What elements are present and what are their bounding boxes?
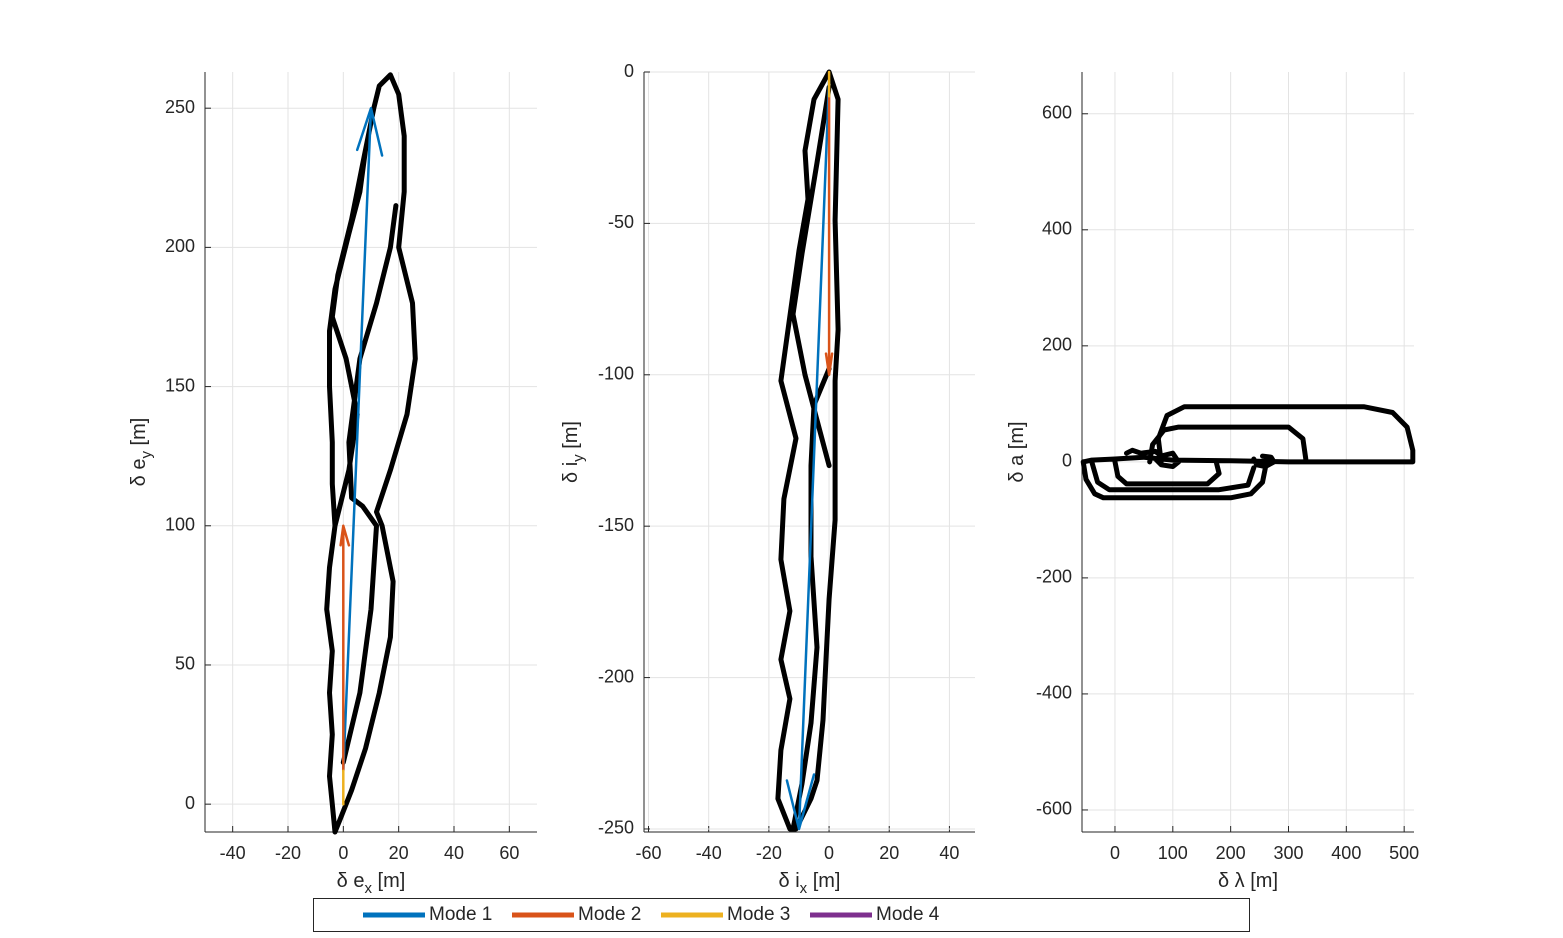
x-tick-label: 500 <box>1389 843 1419 863</box>
y-tick-label: -150 <box>598 515 634 535</box>
y-tick-label: 100 <box>165 515 195 535</box>
label-part: δ e <box>337 870 365 892</box>
y-axis-label: δ a [m] <box>1006 421 1028 482</box>
y-tick-label: 200 <box>165 236 195 256</box>
y-tick-label: 0 <box>185 793 195 813</box>
x-tick-label: 20 <box>879 843 899 863</box>
x-axis-label: δ ix [m] <box>779 870 841 897</box>
y-axis-label: δ iy [m] <box>560 421 587 483</box>
label-part: δ i <box>779 870 800 892</box>
x-tick-label: -40 <box>220 843 246 863</box>
y-tick-label: 0 <box>1062 451 1072 471</box>
label-part: [m] <box>372 870 405 892</box>
y-tick-label: 250 <box>165 97 195 117</box>
y-tick-label: -200 <box>1036 567 1072 587</box>
y-tick-label: 400 <box>1042 219 1072 239</box>
x-tick-label: -20 <box>756 843 782 863</box>
label-subscript: x <box>364 880 372 897</box>
x-axis-label: δ ex [m] <box>337 870 406 897</box>
y-tick-label: 150 <box>165 375 195 395</box>
y-tick-label: -200 <box>598 666 634 686</box>
x-tick-label: 200 <box>1216 843 1246 863</box>
y-tick-label: -100 <box>598 364 634 384</box>
label-part: [m] <box>560 421 582 454</box>
trajectory <box>339 524 351 773</box>
x-tick-label: 20 <box>389 843 409 863</box>
x-tick-label: 0 <box>1110 843 1120 863</box>
x-axis-label: δ λ [m] <box>1218 870 1278 892</box>
x-tick-label: 60 <box>499 843 519 863</box>
y-tick-label: -50 <box>608 212 634 232</box>
x-tick-label: 40 <box>939 843 959 863</box>
label-part: δ a [m] <box>1006 421 1028 482</box>
trajectory <box>324 72 418 835</box>
x-tick-label: 400 <box>1331 843 1361 863</box>
legend-label: Mode 2 <box>578 904 641 925</box>
y-tick-label: 50 <box>175 654 195 674</box>
trajectory <box>775 69 841 832</box>
legend-box <box>313 898 1250 932</box>
y-tick-label: 200 <box>1042 335 1072 355</box>
y-tick-label: -250 <box>598 818 634 838</box>
y-tick-label: 0 <box>624 61 634 81</box>
y-tick-label: -400 <box>1036 683 1072 703</box>
label-part: δ λ [m] <box>1218 870 1278 892</box>
y-axis-label: δ ey [m] <box>128 418 155 487</box>
trajectory <box>824 94 834 377</box>
label-part: δ i <box>560 462 582 483</box>
x-tick-label: -60 <box>636 843 662 863</box>
label-part: [m] <box>807 870 840 892</box>
legend-label: Mode 4 <box>876 904 940 925</box>
x-tick-label: 0 <box>338 843 348 863</box>
x-tick-label: -20 <box>275 843 301 863</box>
x-tick-label: 40 <box>444 843 464 863</box>
y-tick-label: -600 <box>1036 799 1072 819</box>
x-tick-label: 100 <box>1158 843 1188 863</box>
label-subscript: y <box>138 451 155 459</box>
y-tick-label: 600 <box>1042 103 1072 123</box>
label-subscript: y <box>570 454 587 462</box>
trajectory <box>342 106 384 773</box>
trajectory <box>785 79 831 831</box>
legend-label: Mode 3 <box>727 904 790 925</box>
label-part: [m] <box>128 418 150 451</box>
x-tick-label: 300 <box>1273 843 1303 863</box>
x-tick-label: -40 <box>696 843 722 863</box>
label-part: δ e <box>128 459 150 487</box>
x-tick-label: 0 <box>824 843 834 863</box>
trajectory <box>1080 404 1416 501</box>
legend-label: Mode 1 <box>429 904 492 925</box>
label-subscript: x <box>800 880 808 897</box>
